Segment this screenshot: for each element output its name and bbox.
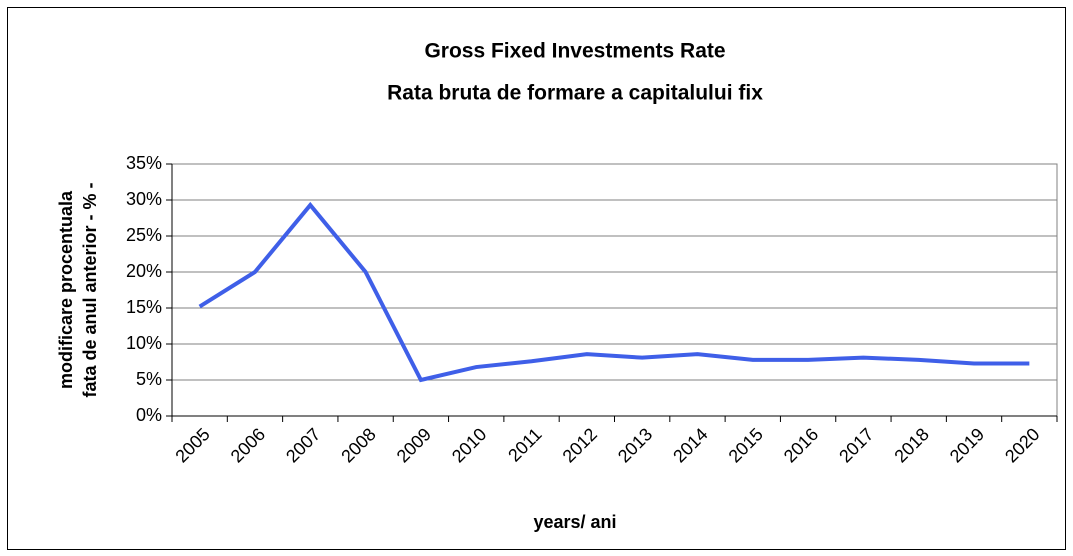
y-tick-label: 10% (126, 333, 162, 353)
y-tick-label: 25% (126, 225, 162, 245)
chart-subtitle: Rata bruta de formare a capitalului fix (387, 82, 763, 105)
y-tick-label: 30% (126, 189, 162, 209)
chart-title: Gross Fixed Investments Rate (424, 40, 725, 63)
y-tick-label: 15% (126, 297, 162, 317)
line-series (198, 201, 1030, 383)
y-tick-label: 5% (136, 369, 162, 389)
y-axis-label: fata de anul anterior - % - (80, 182, 100, 397)
y-tick-label: 35% (126, 153, 162, 173)
y-axis-label: modificare procentuala (56, 190, 76, 389)
y-tick-label: 20% (126, 261, 162, 281)
y-tick-label: 0% (136, 405, 162, 425)
x-axis-label: years/ ani (533, 512, 616, 532)
plot-area (171, 163, 1058, 417)
